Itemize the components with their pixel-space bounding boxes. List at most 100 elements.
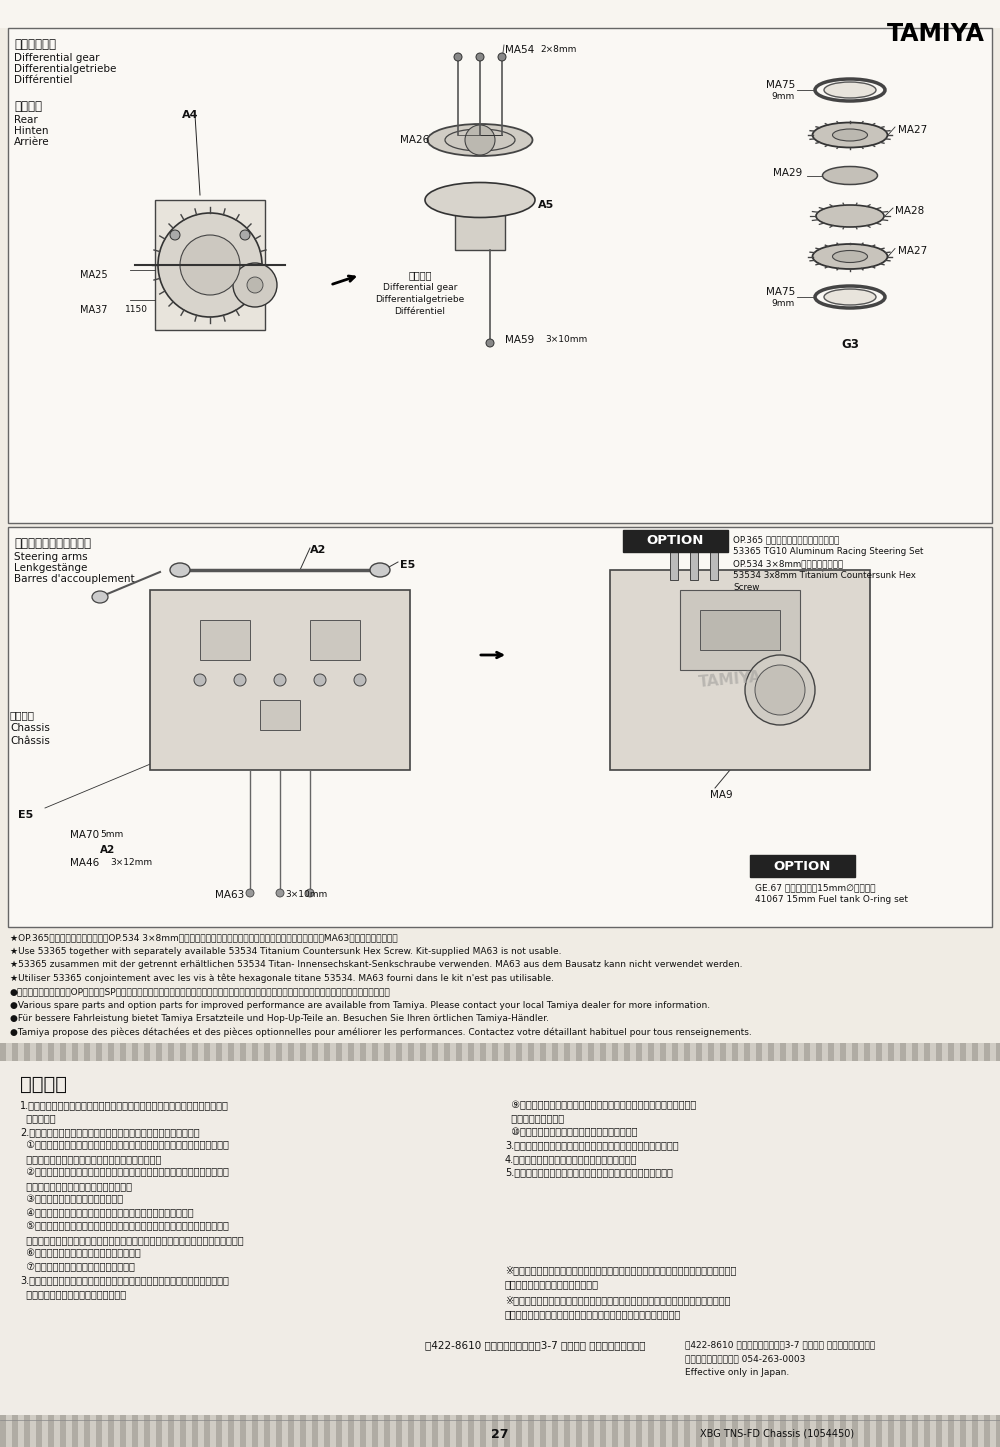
Circle shape xyxy=(755,666,805,715)
Text: MA29: MA29 xyxy=(773,168,802,178)
Bar xyxy=(372,1043,378,1061)
Text: ●Tamiya propose des pièces détachées et des pièces optionnelles pour améliorer l: ●Tamiya propose des pièces détachées et … xyxy=(10,1027,752,1037)
Bar xyxy=(468,1043,474,1061)
Text: A2: A2 xyxy=(100,845,115,855)
Bar xyxy=(738,1415,744,1447)
Bar xyxy=(816,1043,822,1061)
Text: 故障、また電池の逆接続、水潟れなどによる故障。: 故障、また電池の逆接続、水潟れなどによる故障。 xyxy=(20,1155,161,1163)
Bar xyxy=(702,1043,708,1061)
Bar xyxy=(24,1043,30,1061)
Text: 3×12mm: 3×12mm xyxy=(110,858,152,867)
Bar xyxy=(660,1043,666,1061)
Bar xyxy=(90,1043,96,1061)
Text: Différentiel: Différentiel xyxy=(14,75,72,85)
Bar xyxy=(354,1043,360,1061)
Circle shape xyxy=(247,276,263,292)
Bar xyxy=(366,1043,372,1061)
Text: （りや）: （りや） xyxy=(14,100,42,113)
Bar xyxy=(930,1043,936,1061)
Bar xyxy=(876,1043,882,1061)
Text: A4: A4 xyxy=(182,110,198,120)
Text: ★OP.365をお使いの方は、別売のOP.534 3×8mmチタン六角皿ビスを使って固定してください。キット付属のMA63は使用できません。: ★OP.365をお使いの方は、別売のOP.534 3×8mmチタン六角皿ビスを使… xyxy=(10,933,398,942)
Bar xyxy=(390,1415,396,1447)
Bar xyxy=(558,1415,564,1447)
Bar xyxy=(504,1043,510,1061)
Bar xyxy=(528,1415,534,1447)
Bar xyxy=(342,1415,348,1447)
Bar xyxy=(816,1415,822,1447)
Text: ★53365 zusammen mit der getrennt erhältlichen 53534 Titan- Innensechskant-Senksc: ★53365 zusammen mit der getrennt erhältl… xyxy=(10,959,742,969)
Bar xyxy=(186,1043,192,1061)
Bar xyxy=(726,1043,732,1061)
Bar xyxy=(623,530,728,551)
Text: MA54: MA54 xyxy=(505,45,534,55)
Bar xyxy=(960,1043,966,1061)
Bar xyxy=(888,1415,894,1447)
Bar xyxy=(552,1415,558,1447)
Text: ★Utiliser 53365 conjointement avec les vis à tête hexagonale titane 53534. MA63 : ★Utiliser 53365 conjointement avec les v… xyxy=(10,974,554,983)
Bar xyxy=(420,1415,426,1447)
Bar xyxy=(942,1415,948,1447)
Bar xyxy=(804,1043,810,1061)
Bar xyxy=(756,1043,762,1061)
Text: MA9: MA9 xyxy=(710,790,733,800)
Bar xyxy=(396,1415,402,1447)
Text: 5mm: 5mm xyxy=(100,831,123,839)
Text: 1.取扱説明書にしたがった正常な使用状態で故障した場合は、無料で修理をい: 1.取扱説明書にしたがった正常な使用状態で故障した場合は、無料で修理をい xyxy=(20,1100,229,1110)
Text: MA75: MA75 xyxy=(766,80,795,90)
Bar xyxy=(750,1043,756,1061)
Bar xyxy=(438,1043,444,1061)
Bar xyxy=(276,1043,282,1061)
Bar xyxy=(780,1415,786,1447)
Bar xyxy=(906,1043,912,1061)
Text: 41067 15mm Fuel tank O-ring set: 41067 15mm Fuel tank O-ring set xyxy=(755,896,908,904)
Ellipse shape xyxy=(170,563,190,577)
Bar xyxy=(606,1043,612,1061)
Bar xyxy=(462,1415,468,1447)
Bar xyxy=(36,1415,42,1447)
Text: （ステアリングアーム）: （ステアリングアーム） xyxy=(14,537,91,550)
Bar xyxy=(630,1415,636,1447)
Text: Arrière: Arrière xyxy=(14,137,50,148)
Bar xyxy=(402,1415,408,1447)
Bar xyxy=(222,1415,228,1447)
Text: MA25: MA25 xyxy=(80,271,108,281)
Bar xyxy=(612,1415,618,1447)
Bar xyxy=(708,1415,714,1447)
Bar xyxy=(984,1415,990,1447)
Text: 4.この保証書は日本国内においてのみ有効です。: 4.この保証書は日本国内においてのみ有効です。 xyxy=(505,1155,638,1163)
Text: Differentialgetriebe: Differentialgetriebe xyxy=(375,295,465,304)
Text: Steering arms: Steering arms xyxy=(14,551,88,561)
Bar xyxy=(0,0,1000,27)
Text: TAMIYA: TAMIYA xyxy=(698,670,762,690)
Ellipse shape xyxy=(824,82,876,98)
Circle shape xyxy=(246,888,254,897)
Bar xyxy=(690,1415,696,1447)
Bar xyxy=(210,1415,216,1447)
Bar xyxy=(822,1043,828,1061)
Bar xyxy=(360,1415,366,1447)
Bar xyxy=(288,1415,294,1447)
Bar xyxy=(672,1415,678,1447)
Circle shape xyxy=(454,54,462,61)
Bar xyxy=(822,1415,828,1447)
Bar xyxy=(720,1415,726,1447)
Bar xyxy=(60,1043,66,1061)
Ellipse shape xyxy=(824,289,876,305)
Text: 9mm: 9mm xyxy=(772,300,795,308)
Bar xyxy=(768,1043,774,1061)
Text: MA37: MA37 xyxy=(80,305,108,315)
Bar xyxy=(882,1415,888,1447)
Bar xyxy=(834,1043,840,1061)
Bar xyxy=(432,1043,438,1061)
Bar xyxy=(18,1043,24,1061)
Bar xyxy=(432,1415,438,1447)
Bar xyxy=(294,1043,300,1061)
Bar xyxy=(636,1043,642,1061)
Bar xyxy=(660,1415,666,1447)
Bar xyxy=(510,1043,516,1061)
Bar xyxy=(276,1415,282,1447)
Bar xyxy=(192,1043,198,1061)
Bar xyxy=(978,1415,984,1447)
Bar xyxy=(762,1043,768,1061)
